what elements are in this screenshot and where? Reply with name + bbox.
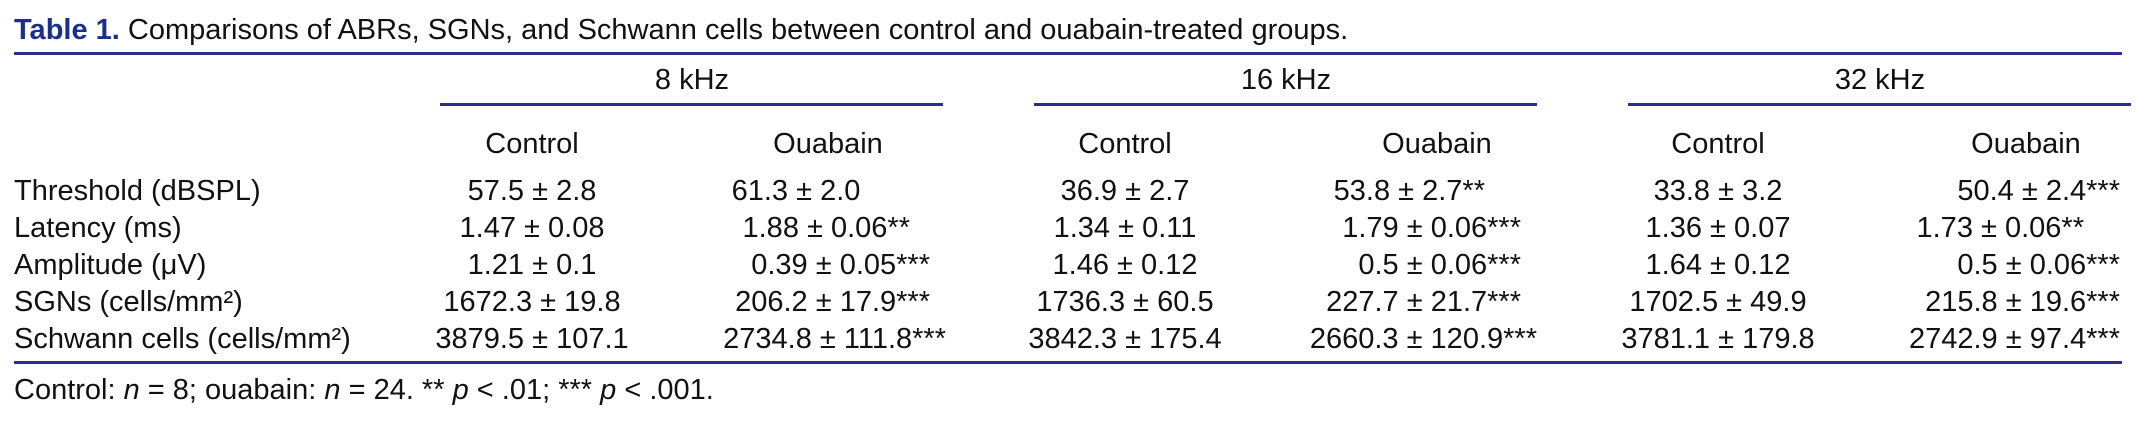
row-label-amplitude: Amplitude (μV) (14, 249, 207, 281)
table-cell: 1.64 ± 0.12 (1645, 249, 1791, 281)
table-cell: 0.5 ± 0.06*** (1358, 249, 1521, 281)
footnote-part: < .001. (616, 374, 714, 406)
group-header-32khz: 32 kHz (1834, 64, 1926, 96)
table-cell: 1.36 ± 0.07 (1645, 212, 1791, 244)
table-top-rule (14, 52, 2122, 55)
row-label-threshold: Threshold (dBSPL) (14, 175, 261, 207)
caption-text: Comparisons of ABRs, SGNs, and Schwann c… (127, 14, 1349, 46)
table-cell: 61.3 ± 2.0 (731, 175, 861, 207)
table-cell: 1736.3 ± 60.5 (1036, 286, 1214, 318)
row-label-latency: Latency (ms) (14, 212, 182, 244)
subheader-ouabain-8khz: Ouabain (773, 128, 883, 160)
footnote-p-01: p (452, 374, 469, 406)
table-cell: 36.9 ± 2.7 (1060, 175, 1190, 207)
subheader-ouabain-32khz: Ouabain (1971, 128, 2081, 160)
subheader-ouabain-16khz: Ouabain (1382, 128, 1492, 160)
group-header-8khz: 8 kHz (654, 64, 730, 96)
table-cell: 2660.3 ± 120.9*** (1309, 323, 1537, 355)
table-cell: 3781.1 ± 179.8 (1621, 323, 1815, 355)
table-bottom-rule (14, 361, 2122, 364)
table-caption: Table 1. Comparisons of ABRs, SGNs, and … (14, 10, 1348, 50)
table-cell: 1.73 ± 0.06** (1916, 212, 2085, 244)
footnote-p-001: p (600, 374, 617, 406)
footnote-n-control: n (123, 374, 140, 406)
footnote-part: = 24. ** (340, 374, 453, 406)
group-header-16khz: 16 kHz (1240, 64, 1332, 96)
table-cell: 50.4 ± 2.4*** (1957, 175, 2120, 207)
table-cell: 3842.3 ± 175.4 (1028, 323, 1222, 355)
table-cell: 1.79 ± 0.06*** (1342, 212, 1521, 244)
table-cell: 1672.3 ± 19.8 (443, 286, 621, 318)
group-rule-16khz (1034, 103, 1537, 106)
table-cell: 53.8 ± 2.7** (1333, 175, 1485, 207)
table-cell: 1.34 ± 0.11 (1053, 212, 1197, 244)
footnote-part: Control: (14, 374, 124, 406)
table-cell: 3879.5 ± 107.1 (435, 323, 629, 355)
table-cell: 2742.9 ± 97.4*** (1908, 323, 2120, 355)
table-cell: 1.46 ± 0.12 (1052, 249, 1198, 281)
table-cell: 227.7 ± 21.7*** (1326, 286, 1521, 318)
subheader-control-16khz: Control (1078, 128, 1172, 160)
table-label: Table 1. (14, 14, 120, 46)
table-cell: 206.2 ± 17.9*** (735, 286, 930, 318)
table-cell: 2734.8 ± 111.8*** (723, 323, 946, 355)
table-cell: 1702.5 ± 49.9 (1629, 286, 1807, 318)
table-cell: 1.88 ± 0.06** (742, 212, 911, 244)
group-rule-32khz (1628, 103, 2131, 106)
row-label-schwann-cells: Schwann cells (cells/mm²) (14, 323, 351, 355)
row-label-sgns: SGNs (cells/mm²) (14, 286, 243, 318)
table-cell: 0.39 ± 0.05*** (751, 249, 930, 281)
subheader-control-32khz: Control (1671, 128, 1765, 160)
subheader-control-8khz: Control (485, 128, 579, 160)
table-cell: 1.47 ± 0.08 (459, 212, 605, 244)
footnote-part: = 8; ouabain: (139, 374, 325, 406)
table-cell: 1.21 ± 0.1 (467, 249, 597, 281)
footnote-n-ouabain: n (324, 374, 341, 406)
table-footnote: Control: n = 8; ouabain: n = 24. ** p < … (14, 370, 714, 410)
table-cell: 33.8 ± 3.2 (1653, 175, 1783, 207)
footnote-part: < .01; *** (468, 374, 601, 406)
table-cell: 215.8 ± 19.6*** (1925, 286, 2120, 318)
group-rule-8khz (440, 103, 943, 106)
table-cell: 57.5 ± 2.8 (467, 175, 597, 207)
table-cell: 0.5 ± 0.06*** (1957, 249, 2120, 281)
